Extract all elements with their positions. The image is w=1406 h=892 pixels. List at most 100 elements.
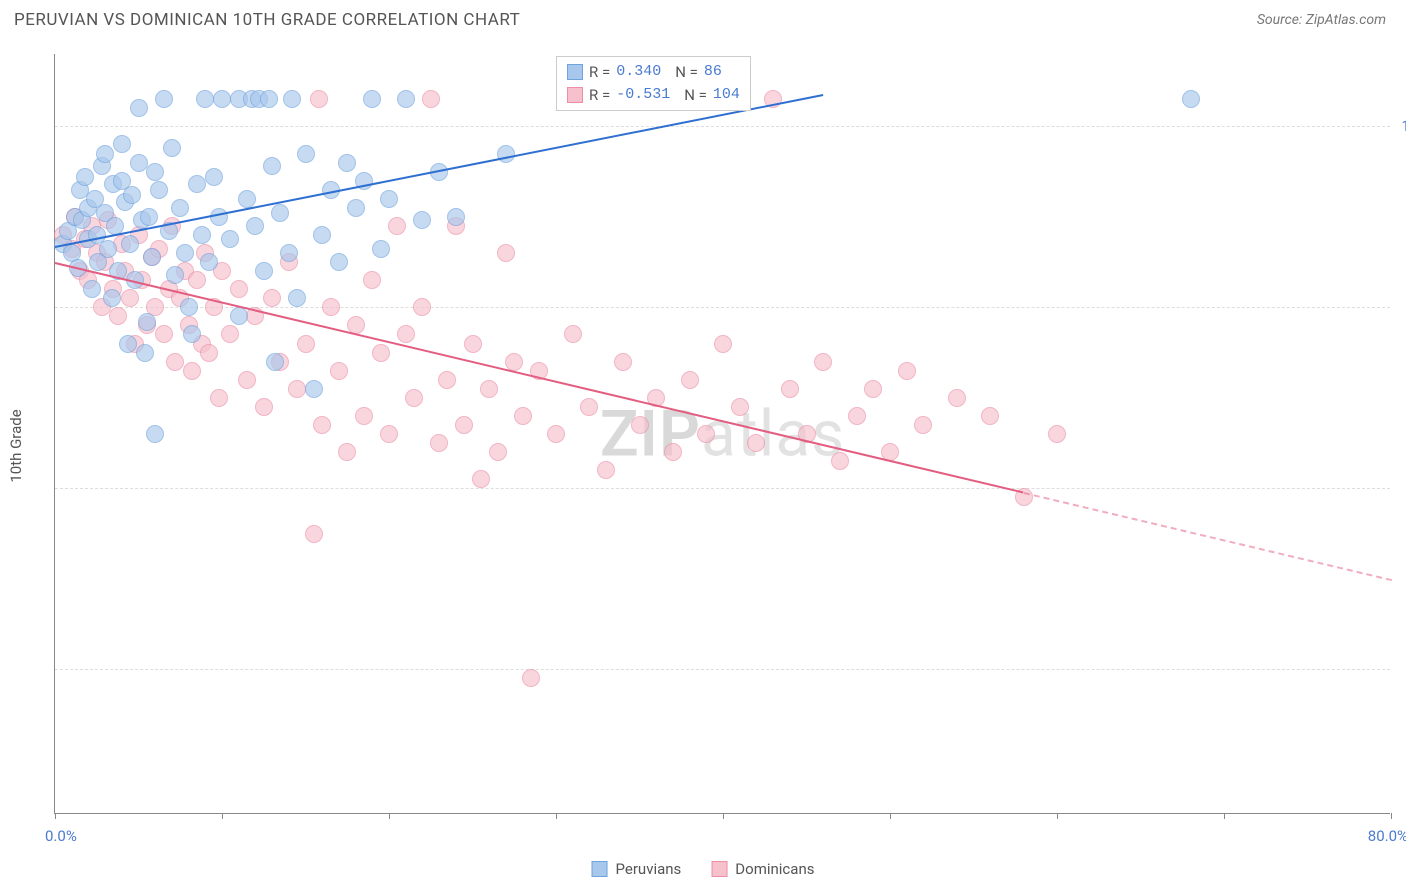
dominican-point	[121, 289, 139, 307]
dominican-point	[263, 289, 281, 307]
peruvian-point	[143, 248, 161, 266]
peruvian-trendline	[55, 94, 824, 248]
dominican-point	[480, 380, 498, 398]
peruvian-point	[130, 99, 148, 117]
dominican-point	[564, 325, 582, 343]
dominican-point	[188, 271, 206, 289]
dominican-point	[372, 344, 390, 362]
dominican-point	[831, 452, 849, 470]
dominican-point	[310, 90, 328, 108]
peruvian-point	[99, 240, 117, 258]
peruvian-point	[166, 266, 184, 284]
peruvian-point	[205, 168, 223, 186]
dominican-point	[109, 307, 127, 325]
dominican-point	[489, 443, 507, 461]
peruvian-point	[413, 211, 431, 229]
dominican-point	[305, 525, 323, 543]
peruvian-point	[123, 186, 141, 204]
dominican-point	[422, 90, 440, 108]
swatch-icon	[567, 87, 583, 103]
y-axis-label: 10th Grade	[7, 409, 25, 482]
peruvian-point	[266, 353, 284, 371]
dominican-point	[183, 362, 201, 380]
source-attribution: Source: ZipAtlas.com	[1257, 12, 1386, 28]
peruvian-point	[113, 135, 131, 153]
dominican-point	[200, 344, 218, 362]
stats-row: R =-0.531N = 104	[567, 84, 740, 107]
dominican-point	[238, 371, 256, 389]
peruvian-point	[103, 289, 121, 307]
dominican-point	[210, 389, 228, 407]
x-tick-mark	[1391, 813, 1392, 819]
dominican-point	[363, 271, 381, 289]
dominican-point	[464, 335, 482, 353]
dominican-point	[848, 407, 866, 425]
y-tick-label: 80.0%	[1400, 479, 1406, 497]
peruvian-point	[363, 90, 381, 108]
gridline	[55, 126, 1390, 127]
peruvian-point	[121, 235, 139, 253]
chart-plot-area: ZIPatlas 0.0% 80.0% 70.0%80.0%90.0%100.0…	[54, 54, 1390, 814]
dominican-point	[747, 434, 765, 452]
peruvian-point	[380, 190, 398, 208]
x-tick-mark	[1057, 813, 1058, 819]
dominican-point	[388, 217, 406, 235]
dominican-point	[597, 461, 615, 479]
dominican-point	[664, 443, 682, 461]
peruvian-point	[330, 253, 348, 271]
peruvian-point	[1182, 90, 1200, 108]
peruvian-point	[188, 175, 206, 193]
dominican-point	[397, 325, 415, 343]
peruvian-point	[280, 244, 298, 262]
peruvian-point	[230, 307, 248, 325]
peruvian-point	[183, 325, 201, 343]
dominican-point	[697, 425, 715, 443]
x-tick-mark	[222, 813, 223, 819]
dominican-point	[522, 669, 540, 687]
dominican-point	[355, 407, 373, 425]
peruvian-point	[260, 90, 278, 108]
peruvian-point	[305, 380, 323, 398]
legend-item-peruvians: Peruvians	[592, 860, 682, 878]
dominican-point	[322, 298, 340, 316]
dominican-point	[255, 398, 273, 416]
dominican-point	[230, 280, 248, 298]
swatch-icon	[567, 64, 583, 80]
peruvian-point	[313, 226, 331, 244]
dominican-point	[864, 380, 882, 398]
peruvian-point	[200, 253, 218, 271]
peruvian-point	[271, 204, 289, 222]
peruvian-point	[155, 90, 173, 108]
dominican-point	[380, 425, 398, 443]
x-tick-mark	[1224, 813, 1225, 819]
stats-row: R = 0.340N = 86	[567, 61, 740, 84]
dominican-point	[288, 380, 306, 398]
peruvian-point	[196, 90, 214, 108]
dominican-point	[497, 244, 515, 262]
peruvian-point	[213, 90, 231, 108]
peruvian-point	[297, 145, 315, 163]
dominican-point	[455, 416, 473, 434]
dominican-point	[505, 353, 523, 371]
dominican-trendline	[55, 262, 1024, 494]
x-tick-mark	[556, 813, 557, 819]
peruvian-point	[283, 90, 301, 108]
peruvian-point	[130, 154, 148, 172]
x-tick-mark	[55, 813, 56, 819]
dominican-point	[547, 425, 565, 443]
dominican-point	[681, 371, 699, 389]
dominican-point	[1048, 425, 1066, 443]
dominican-point	[614, 353, 632, 371]
peruvian-point	[150, 181, 168, 199]
y-tick-label: 100.0%	[1400, 117, 1406, 135]
dominican-point	[438, 371, 456, 389]
dominican-point	[313, 416, 331, 434]
dominican-point	[405, 389, 423, 407]
x-tick-mark	[389, 813, 390, 819]
dominican-point	[166, 353, 184, 371]
series-legend: Peruvians Dominicans	[592, 860, 815, 878]
peruvian-point	[372, 240, 390, 258]
dominican-point	[814, 353, 832, 371]
peruvian-point	[76, 168, 94, 186]
gridline	[55, 488, 1390, 489]
